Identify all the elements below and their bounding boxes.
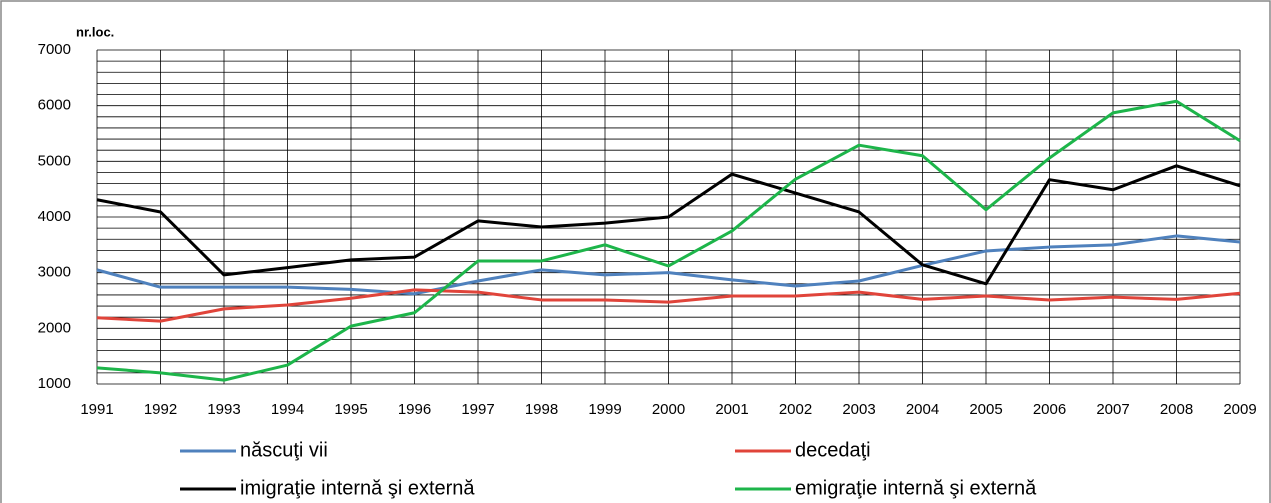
y-axis-label: nr.loc. — [76, 24, 114, 39]
y-tick-label: 7000 — [38, 41, 71, 58]
series-line — [96, 288, 1241, 323]
x-tick-label: 2003 — [842, 401, 875, 418]
x-tick-label: 2001 — [715, 401, 748, 418]
x-tick-label: 2004 — [906, 401, 939, 418]
x-tick-label: 1995 — [334, 401, 367, 418]
legend-label: imigraţie internă şi externă — [240, 477, 475, 499]
y-tick-label: 6000 — [38, 97, 71, 114]
series-line — [96, 234, 1241, 296]
x-tick-label: 2007 — [1096, 401, 1129, 418]
y-tick-label: 4000 — [38, 208, 71, 225]
x-tick-label: 1997 — [461, 401, 494, 418]
x-tick-label: 2005 — [969, 401, 1002, 418]
x-tick-label: 1993 — [207, 401, 240, 418]
x-tick-label: 1996 — [398, 401, 431, 418]
y-tick-label: 2000 — [38, 319, 71, 336]
x-tick-label: 1992 — [144, 401, 177, 418]
x-tick-label: 1991 — [80, 401, 113, 418]
x-tick-label: 1999 — [588, 401, 621, 418]
series-line — [96, 99, 1241, 382]
x-tick-label: 2002 — [779, 401, 812, 418]
series-line — [96, 164, 1241, 286]
y-tick-label: 3000 — [38, 264, 71, 281]
y-tick-label: 5000 — [38, 152, 71, 169]
x-tick-label: 2008 — [1160, 401, 1193, 418]
y-tick-label: 1000 — [38, 375, 71, 392]
legend-label: decedaţi — [795, 439, 871, 461]
x-tick-label: 2006 — [1033, 401, 1066, 418]
legend-label: emigraţie internă şi externă — [795, 477, 1037, 499]
x-tick-label: 2009 — [1223, 401, 1256, 418]
legend-label: născuţi vii — [240, 439, 328, 461]
x-tick-label: 2000 — [652, 401, 685, 418]
x-tick-label: 1994 — [271, 401, 304, 418]
x-tick-label: 1998 — [525, 401, 558, 418]
